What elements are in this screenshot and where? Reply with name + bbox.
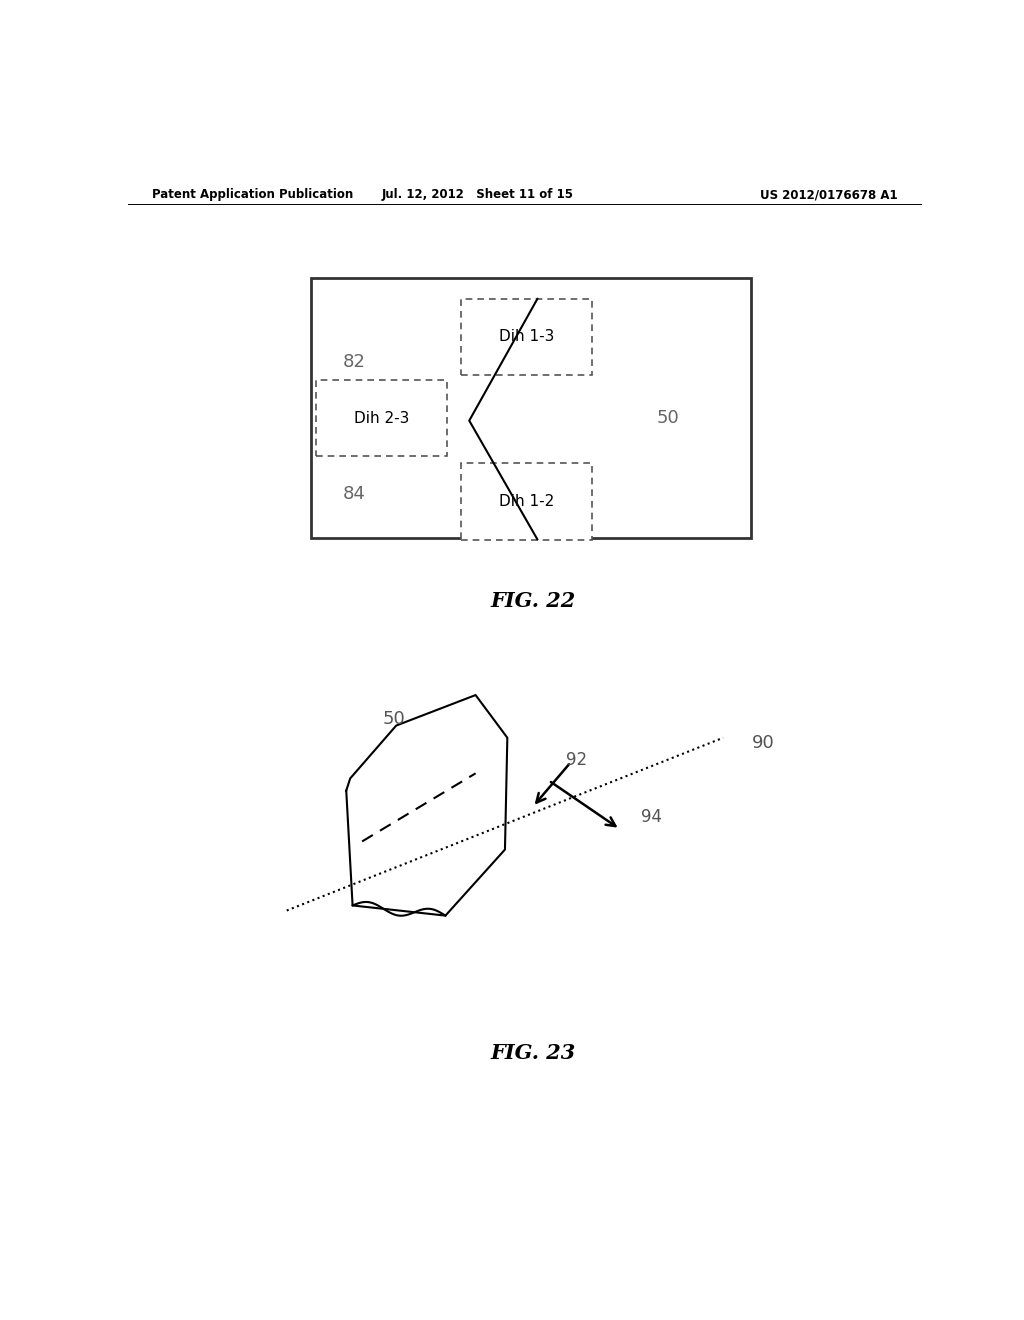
Text: 50: 50 bbox=[656, 409, 679, 426]
Text: 94: 94 bbox=[641, 808, 663, 826]
Text: 92: 92 bbox=[566, 751, 587, 770]
Text: 84: 84 bbox=[343, 484, 366, 503]
Text: Patent Application Publication: Patent Application Publication bbox=[152, 189, 353, 202]
Bar bbox=[461, 298, 592, 375]
Bar bbox=[316, 380, 447, 457]
Text: 50: 50 bbox=[383, 710, 406, 729]
Text: FIG. 22: FIG. 22 bbox=[490, 590, 575, 611]
Text: US 2012/0176678 A1: US 2012/0176678 A1 bbox=[760, 189, 898, 202]
Text: 82: 82 bbox=[343, 352, 366, 371]
Text: Dih 1-3: Dih 1-3 bbox=[499, 329, 554, 345]
Text: Jul. 12, 2012   Sheet 11 of 15: Jul. 12, 2012 Sheet 11 of 15 bbox=[381, 189, 573, 202]
Text: FIG. 23: FIG. 23 bbox=[490, 1043, 575, 1063]
Text: Dih 1-2: Dih 1-2 bbox=[499, 494, 554, 510]
Bar bbox=[310, 279, 751, 537]
Text: 90: 90 bbox=[752, 734, 774, 752]
Text: Dih 2-3: Dih 2-3 bbox=[354, 411, 410, 425]
Bar bbox=[461, 463, 592, 540]
